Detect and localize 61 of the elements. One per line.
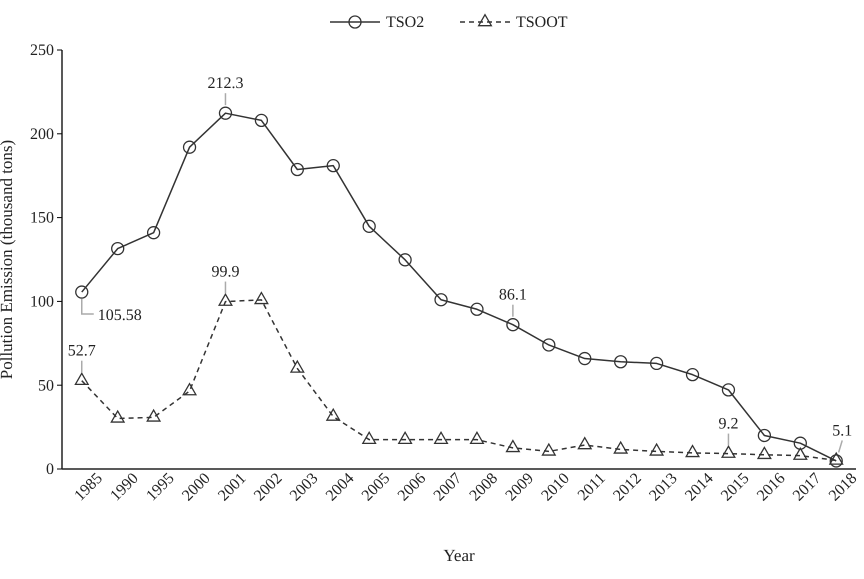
legend-label: TSOOT [516,14,568,31]
point [75,285,88,299]
x-tick-label: 2011 [574,470,609,504]
point [686,444,700,458]
y-tick-label: 50 [38,377,54,394]
point [542,338,556,352]
y-tick-label: 100 [30,294,54,311]
point [722,383,736,397]
point [290,360,304,373]
data-label: 9.2 [718,416,738,433]
data-label: 105.58 [98,307,142,324]
point [146,409,161,422]
point [182,140,196,154]
y-tick-label: 150 [30,210,54,227]
y-tick-label: 250 [30,42,54,60]
point [578,437,592,450]
point [506,440,520,452]
point [290,162,304,176]
data-label: 86.1 [498,286,527,304]
point [362,220,376,233]
point [110,410,125,423]
point [218,294,232,306]
point [182,383,197,396]
data-label: 5.1 [832,422,852,440]
point [326,408,340,421]
x-tick-label: 2001 [215,470,250,504]
point [470,302,484,316]
point [434,432,448,444]
point [721,446,736,458]
point [578,352,592,366]
point [111,242,124,256]
point [146,226,160,240]
point [614,355,628,368]
point [757,446,772,460]
point [254,292,268,304]
y-tick-label: 200 [30,126,54,143]
x-axis-title: Year [443,546,475,565]
point [506,318,520,332]
point [326,158,340,172]
x-tick-label: 1990 [107,470,142,504]
data-label: 212.3 [207,75,244,92]
point [650,443,664,456]
y-axis-title: Pollution Emission (thousand tons) [0,140,16,380]
point [218,106,232,120]
point [74,372,89,385]
legend-label: TSO2 [386,14,424,31]
point [542,443,556,456]
point [398,432,412,444]
point [650,356,664,370]
point [470,432,484,444]
point [362,432,376,444]
point [614,441,628,454]
data-label: 52.7 [68,342,96,360]
point [829,452,844,465]
point [793,448,808,460]
point [434,293,448,306]
point [254,114,268,128]
data-label: 99.9 [211,264,240,281]
y-tick-label: 0 [46,461,54,478]
point [686,368,700,382]
point [398,253,412,266]
